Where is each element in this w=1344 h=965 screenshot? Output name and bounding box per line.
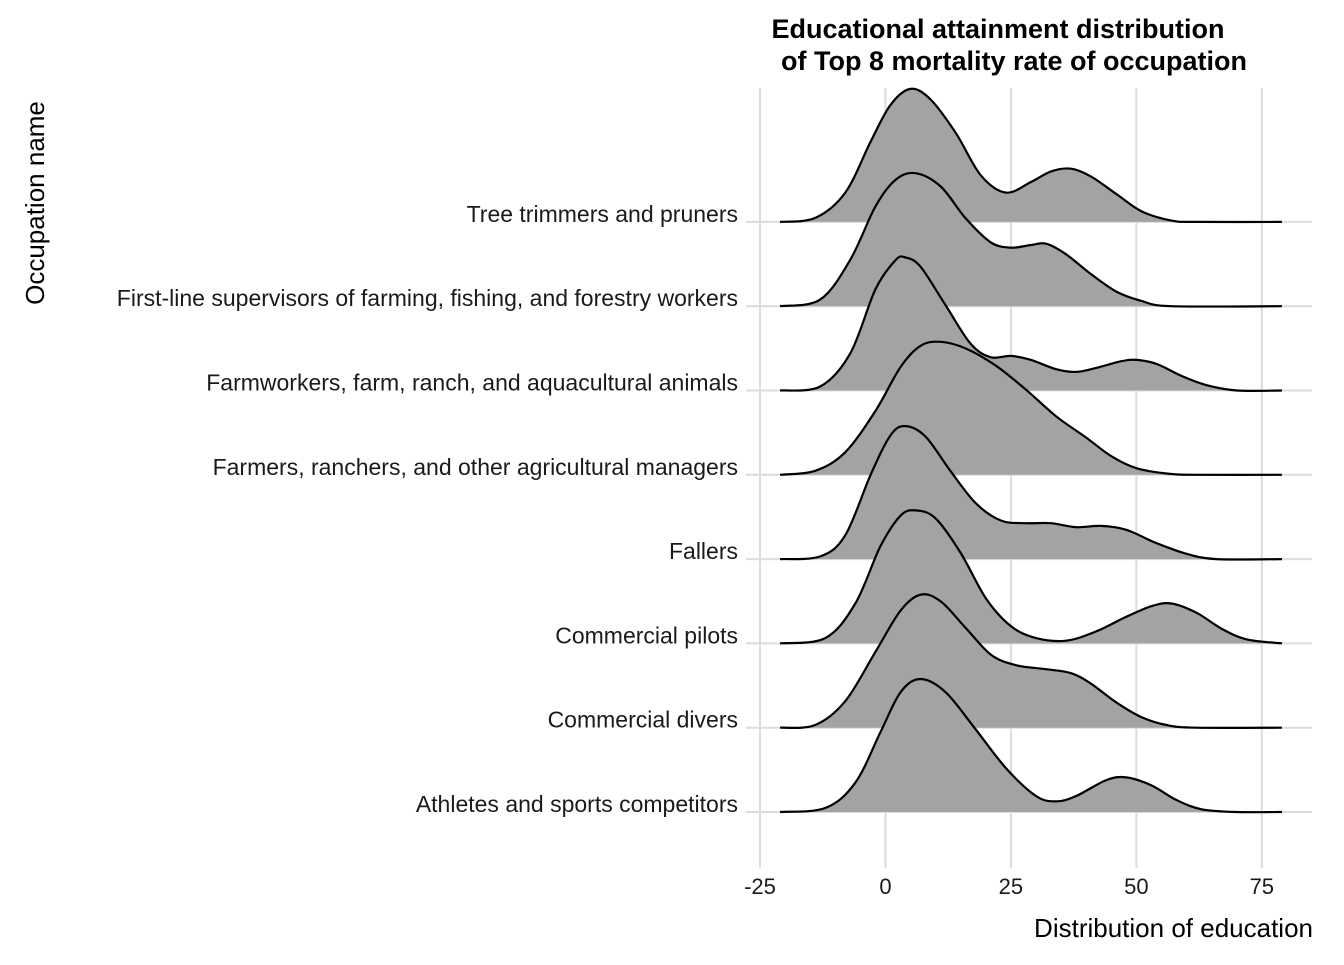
ridge-area-athletes-and-sports-competitors — [780, 679, 1282, 813]
chart-title-line-2: of Top 8 mortality rate of occupation — [781, 46, 1247, 76]
x-tick-labels: -25 0 25 50 75 — [744, 874, 1274, 899]
ridge-line-athletes-and-sports-competitors — [779, 677, 1282, 814]
ridge-line-farmworkers-farm-ranch-and-aquacultural-animals — [779, 255, 1282, 392]
category-label: Farmers, ranchers, and other agricultura… — [213, 454, 738, 480]
ridge-area-tree-trimmers-and-pruners — [780, 88, 1282, 222]
x-tick-label: 0 — [879, 874, 891, 899]
category-label: Tree trimmers and pruners — [467, 201, 738, 227]
x-axis-title: Distribution of education — [1034, 913, 1313, 943]
x-tick-label: 25 — [999, 874, 1023, 899]
y-axis-title: Occupation name — [20, 101, 50, 305]
x-tick-label: 50 — [1124, 874, 1148, 899]
ridge-line-farmers-ranchers-and-other-agricultural-managers — [779, 340, 1282, 476]
x-tick-label: -25 — [744, 874, 776, 899]
ridge-line-commercial-divers — [780, 593, 1282, 729]
ridge-line-tree-trimmers-and-pruners — [779, 87, 1282, 224]
category-label: Commercial pilots — [555, 622, 738, 648]
category-label: Athletes and sports competitors — [416, 791, 738, 817]
ridge-line-commercial-pilots — [779, 509, 1283, 645]
chart-title-line-1: Educational attainment distribution — [771, 14, 1224, 44]
category-label: Farmworkers, farm, ranch, and aquacultur… — [206, 370, 738, 396]
ridge-line-fallers — [780, 424, 1282, 561]
category-label: First-line supervisors of farming, fishi… — [117, 285, 738, 311]
category-labels: Athletes and sports competitors Commercia… — [117, 201, 738, 817]
ridge-line-first-line-supervisors-of-farming-fishing-and-forestry-workers — [779, 171, 1282, 308]
category-label: Commercial divers — [548, 707, 738, 733]
ridges — [779, 87, 1283, 814]
x-tick-label: 75 — [1250, 874, 1274, 899]
category-label: Fallers — [669, 538, 738, 564]
ridge-area-farmworkers-farm-ranch-and-aquacultural-animals — [780, 256, 1282, 391]
